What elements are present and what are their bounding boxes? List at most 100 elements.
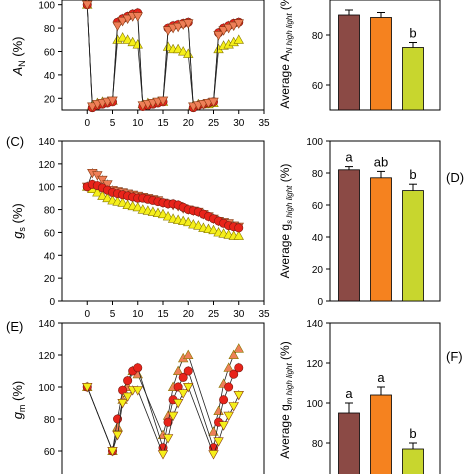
data-point-triangle-up [228, 349, 239, 360]
panel-b: 60 80 b Average AN high light (%) [278, 0, 441, 111]
x-tick-label: 30 [233, 309, 245, 320]
panel-e-label: (E) [6, 319, 23, 334]
data-point-circle [224, 382, 234, 392]
data-point-triangle-down [117, 17, 128, 27]
bar-lime [402, 190, 424, 302]
y-tick-label: 40 [312, 233, 324, 244]
data-point-triangle-down [213, 437, 224, 447]
y-tick-label: 60 [44, 47, 56, 58]
panel-e-y-axis: 60 80 100 120 140 [38, 319, 62, 458]
x-tick-label: 25 [208, 309, 220, 320]
data-point-triangle-down [233, 19, 244, 29]
panel-e-series [82, 343, 244, 460]
bar-orange [370, 394, 392, 474]
data-point-triangle-up [172, 365, 184, 376]
y-tick-label: 80 [312, 169, 324, 180]
y-tick-label: 100 [38, 383, 55, 394]
panel-c: (C) 0 20 40 60 80 100 120 140 0 5 10 15 20 25 30 35 gs… [6, 134, 270, 320]
data-point-triangle-down [208, 97, 219, 108]
bar-lime [402, 47, 424, 111]
data-point-circle [183, 366, 193, 376]
y-tick-label: 80 [44, 206, 56, 217]
bar-brown [338, 14, 360, 111]
y-tick-label: 120 [38, 351, 55, 362]
y-tick-label: 80 [312, 439, 324, 450]
y-tick-label: 80 [312, 31, 324, 42]
data-point-circle [219, 395, 229, 405]
data-point-triangle-up [97, 190, 108, 200]
data-point-triangle-down [208, 450, 219, 460]
data-point-circle [173, 382, 183, 392]
panel-d-y-axis: 0 20 40 60 80 100 [306, 137, 330, 308]
y-tick-label: 80 [44, 24, 56, 35]
y-tick-label: 120 [306, 359, 323, 370]
x-tick-label: 10 [132, 118, 144, 129]
data-point-triangle-up [208, 426, 219, 436]
panel-c-y-axis: 0 20 40 60 80 100 120 140 [38, 137, 62, 308]
data-point-triangle-down [107, 446, 118, 457]
data-point-triangle-down [223, 411, 234, 422]
x-tick-label: 0 [84, 118, 90, 129]
data-point-triangle-down [162, 434, 174, 444]
y-tick-label: 0 [49, 297, 55, 308]
data-point-triangle-down [112, 430, 123, 441]
data-point-triangle-down [223, 24, 234, 34]
data-point-triangle-down [82, 382, 93, 393]
data-point-triangle-up [122, 34, 133, 44]
data-point-circle [229, 369, 239, 379]
significance-letter: a [345, 150, 353, 165]
data-point-triangle-down [157, 450, 169, 460]
x-tick-label: 30 [233, 118, 245, 129]
x-tick-label: 20 [183, 309, 195, 320]
y-tick-label: 60 [44, 447, 56, 458]
data-point-circle [133, 363, 143, 373]
y-tick-label: 40 [44, 251, 56, 262]
y-tick-label: 100 [306, 399, 323, 410]
y-tick-label: 60 [312, 81, 324, 92]
y-tick-label: 20 [44, 274, 56, 285]
bar-orange [370, 17, 392, 111]
data-point-circle [178, 372, 188, 382]
data-point-triangle-up [162, 41, 174, 51]
data-point-triangle-up [117, 197, 128, 207]
significance-letter: b [409, 167, 416, 182]
data-point-triangle-down [117, 398, 128, 409]
y-tick-label: 100 [306, 137, 323, 148]
panel-a: 20 40 60 80 100 0 5 10 15 20 25 30 35 AN (%) [10, 0, 270, 129]
data-point-triangle-down [132, 12, 143, 22]
x-tick-label: 15 [157, 118, 169, 129]
significance-letter: a [377, 370, 385, 385]
x-tick-label: 35 [258, 118, 270, 129]
bar-brown [338, 412, 360, 474]
panel-c-x-axis: 0 5 10 15 20 25 30 35 [84, 301, 270, 320]
significance-letter: b [409, 26, 416, 41]
panel-d: (D) 0 20 40 60 80 100 a ab b Average gs high li… [278, 137, 464, 308]
panel-b-ylabel: Average AN high light (%) [278, 0, 294, 109]
y-tick-label: 60 [312, 201, 324, 212]
data-point-circle [234, 363, 244, 373]
data-point-triangle-down [87, 102, 98, 112]
y-tick-label: 20 [312, 265, 324, 276]
data-point-triangle-up [117, 32, 128, 42]
data-point-circle [234, 223, 244, 233]
y-tick-label: 100 [38, 1, 55, 12]
data-point-triangle-up [233, 230, 244, 240]
bar-lime [402, 448, 424, 474]
y-tick-label: 140 [306, 319, 323, 330]
data-point-triangle-down [228, 21, 239, 32]
significance-letter: ab [374, 154, 388, 169]
data-point-triangle-down [97, 175, 108, 186]
data-point-triangle-up [208, 224, 219, 235]
significance-letter: a [345, 386, 353, 401]
panel-a-series [82, 0, 244, 113]
significance-letter: b [409, 426, 416, 441]
data-point-triangle-up [92, 187, 103, 197]
data-point-triangle-up [172, 43, 184, 54]
data-point-triangle-up [233, 34, 244, 44]
panel-c-ylabel: gs (%) [10, 203, 27, 239]
data-point-triangle-up [193, 220, 204, 230]
data-point-triangle-down [162, 26, 174, 36]
y-tick-label: 80 [44, 415, 56, 426]
